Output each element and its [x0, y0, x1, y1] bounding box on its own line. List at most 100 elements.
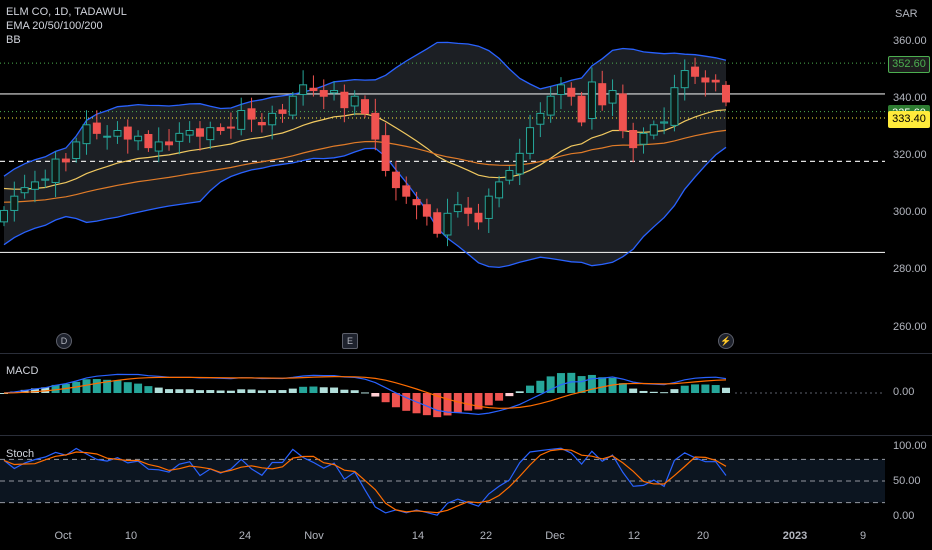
candle	[288, 95, 297, 116]
pane-divider[interactable]	[0, 435, 932, 436]
candle	[464, 207, 473, 214]
macd-histogram-bar	[226, 390, 235, 393]
macd-histogram-bar	[330, 387, 339, 393]
candle	[556, 84, 565, 96]
macd-histogram-bar	[701, 384, 710, 393]
candle	[711, 79, 720, 83]
macd-histogram-bar	[618, 383, 627, 393]
macd-histogram-bar	[247, 389, 256, 393]
macd-histogram-bar	[175, 389, 184, 393]
macd-histogram-bar	[474, 393, 483, 410]
macd-line	[3, 373, 727, 416]
candle	[474, 212, 483, 223]
time-tick: 12	[627, 530, 641, 542]
macd-histogram-bar	[113, 380, 122, 393]
candle	[691, 66, 700, 77]
macd-histogram-bar	[103, 379, 112, 393]
candle	[722, 84, 730, 103]
macd-histogram-bar	[309, 386, 318, 393]
candle	[226, 126, 235, 129]
candle	[577, 95, 586, 123]
macd-histogram-bar	[649, 391, 658, 393]
candle	[443, 212, 452, 236]
earnings-icon[interactable]: E	[342, 333, 358, 349]
macd-histogram-bar	[391, 393, 400, 408]
time-tick: Nov	[304, 530, 324, 542]
macd-histogram-bar	[185, 389, 194, 393]
dividend-icon[interactable]: D	[56, 333, 72, 349]
macd-zero-tick: 0.00	[893, 386, 915, 398]
macd-histogram-bar	[82, 379, 91, 393]
candle	[608, 90, 617, 104]
macd-histogram-bar	[402, 393, 411, 411]
macd-pane[interactable]	[0, 354, 885, 434]
symbol-title[interactable]: ELM CO, 1D, TADAWUL	[6, 6, 127, 18]
time-tick: 22	[479, 530, 493, 542]
candle	[412, 199, 421, 206]
macd-histogram-bar	[361, 392, 369, 394]
macd-histogram-bar	[464, 393, 473, 411]
candle	[330, 90, 339, 94]
macd-histogram-bar	[268, 390, 277, 393]
macd-histogram-bar	[206, 390, 215, 393]
price-tick: 280.00	[893, 263, 927, 276]
macd-histogram-bar	[433, 393, 442, 418]
macd-histogram-bar	[165, 389, 174, 393]
candle	[165, 141, 174, 146]
pane-divider[interactable]	[0, 353, 932, 354]
price-pane[interactable]	[0, 0, 885, 352]
candle	[422, 204, 431, 217]
macd-histogram-bar	[670, 389, 679, 393]
candle	[680, 70, 689, 89]
stoch-title[interactable]: Stoch	[6, 448, 35, 460]
time-tick: 2023	[782, 530, 808, 542]
candle	[371, 112, 380, 140]
candle	[61, 158, 70, 163]
macd-histogram-bar	[144, 386, 153, 393]
time-tick: 10	[124, 530, 138, 542]
macd-histogram-bar	[546, 376, 555, 393]
candle	[41, 178, 50, 181]
macd-histogram-bar	[691, 384, 700, 393]
chart-legend: ELM CO, 1D, TADAWUL EMA 20/50/100/200 BB	[6, 5, 127, 47]
ema-indicator-label[interactable]: EMA 20/50/100/200	[6, 20, 103, 32]
split-flash-icon[interactable]: ⚡	[718, 333, 734, 349]
stoch-pane[interactable]	[0, 436, 885, 526]
candle	[639, 132, 648, 145]
candle	[175, 132, 184, 142]
macd-histogram-bar	[598, 377, 607, 393]
candle	[660, 121, 669, 124]
macd-histogram-bar	[505, 393, 514, 397]
macd-histogram-bar	[30, 388, 39, 393]
macd-histogram-bar	[381, 393, 390, 403]
macd-histogram-bar	[629, 388, 638, 393]
macd-title[interactable]: MACD	[6, 365, 39, 377]
macd-histogram-bar	[711, 385, 720, 393]
macd-histogram-bar	[123, 382, 132, 393]
price-tick: 360.00	[893, 35, 927, 47]
candle	[649, 124, 658, 136]
macd-histogram-bar	[319, 387, 328, 393]
candle	[278, 109, 287, 114]
price-chart-svg[interactable]	[0, 0, 885, 352]
candle	[433, 212, 442, 234]
bb-indicator-label[interactable]: BB	[6, 34, 21, 46]
macd-histogram-bar	[577, 376, 586, 393]
stoch-chart-svg	[0, 447, 885, 516]
time-tick: Dec	[545, 530, 565, 542]
macd-histogram-bar	[41, 387, 50, 393]
candle	[567, 87, 576, 97]
candle	[629, 130, 638, 149]
candle	[402, 185, 411, 197]
macd-chart-svg	[0, 372, 885, 418]
time-tick: 20	[696, 530, 710, 542]
macd-histogram-bar	[412, 393, 421, 414]
candle	[113, 130, 122, 137]
macd-histogram-bar	[443, 393, 452, 416]
macd-histogram-bar	[299, 386, 308, 393]
stoch-tick-100: 100.00	[893, 440, 927, 452]
macd-histogram-bar	[526, 385, 535, 393]
macd-histogram-bar	[515, 391, 524, 393]
macd-histogram-bar	[495, 393, 504, 401]
candle	[72, 141, 81, 159]
